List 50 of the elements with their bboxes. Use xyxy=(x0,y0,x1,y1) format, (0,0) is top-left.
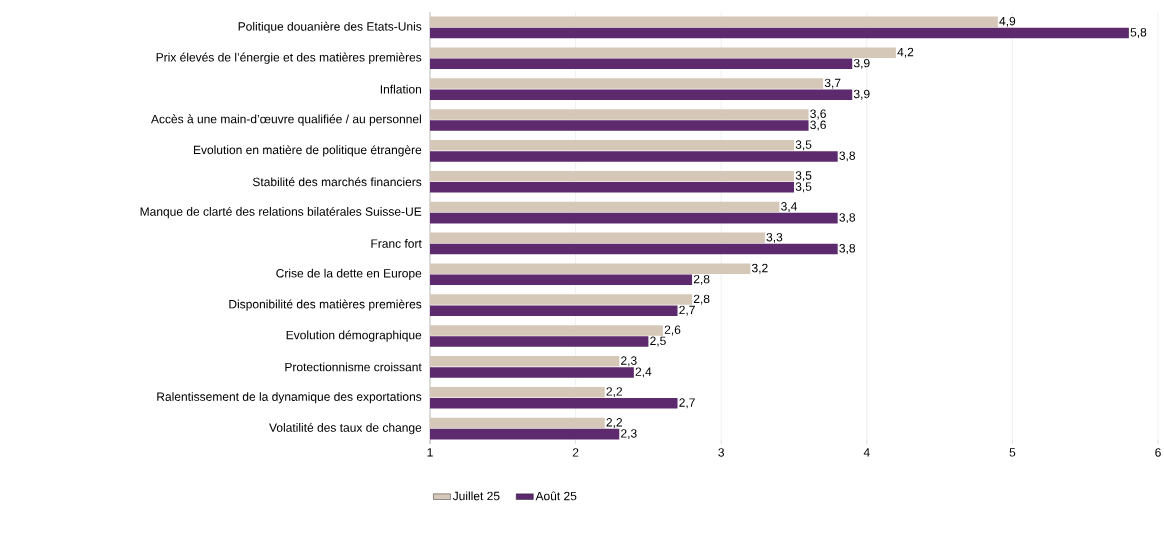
y-tick-label: Evolution démographique xyxy=(286,330,422,342)
y-tick-label: Ralentissement de la dynamique des exportations xyxy=(157,392,422,404)
legend-label: Juillet 25 xyxy=(452,491,500,501)
data-label: 3,5 xyxy=(795,182,812,193)
data-label: 2,6 xyxy=(664,325,681,336)
y-tick-label: Prix élevés de l’énergie et des matières premières xyxy=(156,52,422,64)
y-tick-label: Inflation xyxy=(380,84,422,94)
data-label: 3,9 xyxy=(853,58,870,69)
data-label: 5,8 xyxy=(1130,28,1147,38)
legend-label: Août 25 xyxy=(535,491,577,501)
data-label: 3,5 xyxy=(795,171,812,182)
data-label: 4,9 xyxy=(999,16,1016,27)
data-label: 2,8 xyxy=(693,294,710,305)
data-label: 3,6 xyxy=(810,109,826,120)
data-label: 3,5 xyxy=(795,140,812,151)
y-tick-label: Protectionnisme croissant xyxy=(285,362,422,372)
y-tick-label: Disponibilité des matières premières xyxy=(229,299,422,311)
data-label: 2,3 xyxy=(621,356,637,367)
x-tick-label: 3 xyxy=(718,448,725,457)
x-tick-label: 6 xyxy=(1155,448,1161,457)
y-tick-label: Stabilité des marchés financiers xyxy=(252,177,422,187)
data-label: 3,4 xyxy=(781,202,797,212)
y-tick-label: Franc fort xyxy=(371,239,422,248)
data-label: 4,2 xyxy=(897,47,914,58)
y-tick-label: Accès à une main-d’œuvre qualifiée / au personnel xyxy=(151,114,421,126)
data-label: 3,8 xyxy=(839,151,856,162)
data-label: 2,8 xyxy=(693,274,710,285)
y-tick-label: Evolution en matière de politique étrangère xyxy=(193,145,422,157)
data-label: 2,7 xyxy=(679,398,695,409)
data-label: 3,9 xyxy=(853,89,870,100)
y-tick-label: Volatilité des taux de change xyxy=(269,422,422,435)
x-tick-label: 5 xyxy=(1009,448,1016,457)
data-label: 2,2 xyxy=(606,418,622,428)
data-label: 3,7 xyxy=(824,78,841,89)
x-tick-label: 2 xyxy=(572,448,579,457)
data-label: 3,2 xyxy=(751,263,768,274)
data-label: 2,7 xyxy=(679,305,695,316)
data-label: 3,3 xyxy=(766,232,783,243)
y-tick-label: Politique douanière des Etats-Unis xyxy=(238,21,422,34)
data-label: 2,4 xyxy=(635,367,652,378)
data-label: 2,5 xyxy=(650,336,666,347)
y-tick-label: Crise de la dette en Europe xyxy=(276,268,422,280)
x-tick-label: 1 xyxy=(427,448,433,457)
data-label: 3,6 xyxy=(810,120,826,131)
data-label: 3,8 xyxy=(839,244,856,254)
data-label: 3,8 xyxy=(839,213,856,224)
x-tick-label: 4 xyxy=(863,448,870,457)
y-tick-label: Manque de clarté des relations bilatérales Suisse-UE xyxy=(140,206,422,219)
data-label: 2,2 xyxy=(606,387,622,398)
data-label: 2,3 xyxy=(621,429,637,440)
